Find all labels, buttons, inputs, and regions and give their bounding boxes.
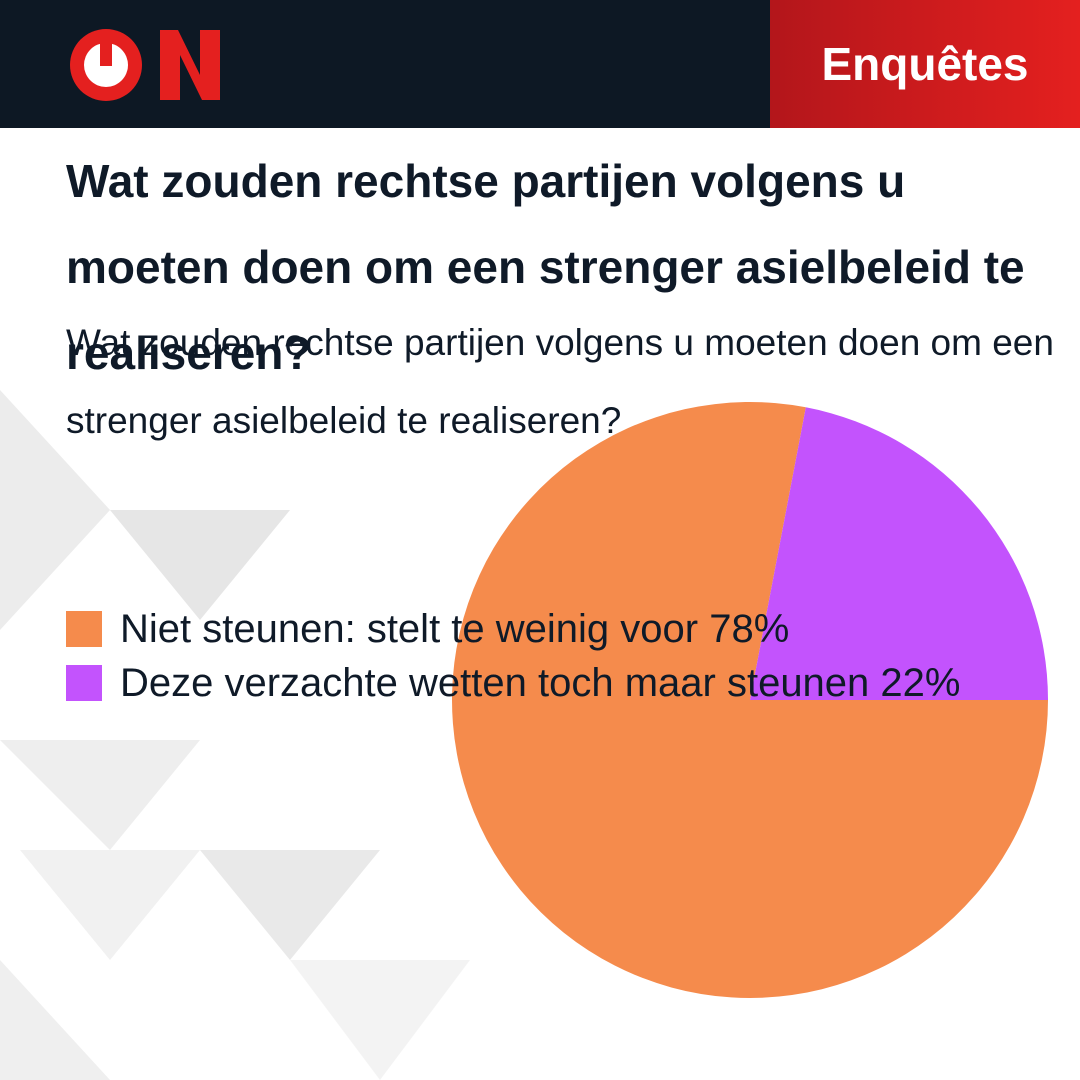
logo-bar xyxy=(100,36,112,66)
legend-item: Niet steunen: stelt te weinig voor 78% xyxy=(66,602,960,656)
legend-value: 22% xyxy=(880,660,961,705)
legend-label: Niet steunen: stelt te weinig voor xyxy=(120,606,699,651)
bg-triangle xyxy=(0,740,200,850)
bg-triangle xyxy=(20,850,200,960)
legend-space xyxy=(698,607,709,652)
legend-value: 78% xyxy=(709,606,790,651)
legend-swatch xyxy=(66,665,102,701)
legend-item: Deze verzachte wetten toch maar steunen … xyxy=(66,656,960,710)
bg-triangle xyxy=(110,510,290,620)
legend-label: Deze verzachte wetten toch maar steunen xyxy=(120,660,870,705)
bg-triangle xyxy=(290,960,470,1080)
title: Wat zouden rechtse partijen volgens u mo… xyxy=(66,155,1025,379)
legend: Niet steunen: stelt te weinig voor 78% De… xyxy=(66,602,960,710)
section-label: Enquêtes xyxy=(770,0,1080,128)
logo xyxy=(70,29,220,101)
legend-swatch xyxy=(66,611,102,647)
bg-triangle xyxy=(200,850,380,960)
bg-triangle xyxy=(0,960,110,1080)
subtitle: Wat zouden rechtse partijen volgens u mo… xyxy=(66,322,1054,441)
pie-slice xyxy=(750,407,1048,700)
bg-triangle xyxy=(0,390,110,630)
logo-n xyxy=(160,30,220,100)
legend-space xyxy=(869,661,880,706)
